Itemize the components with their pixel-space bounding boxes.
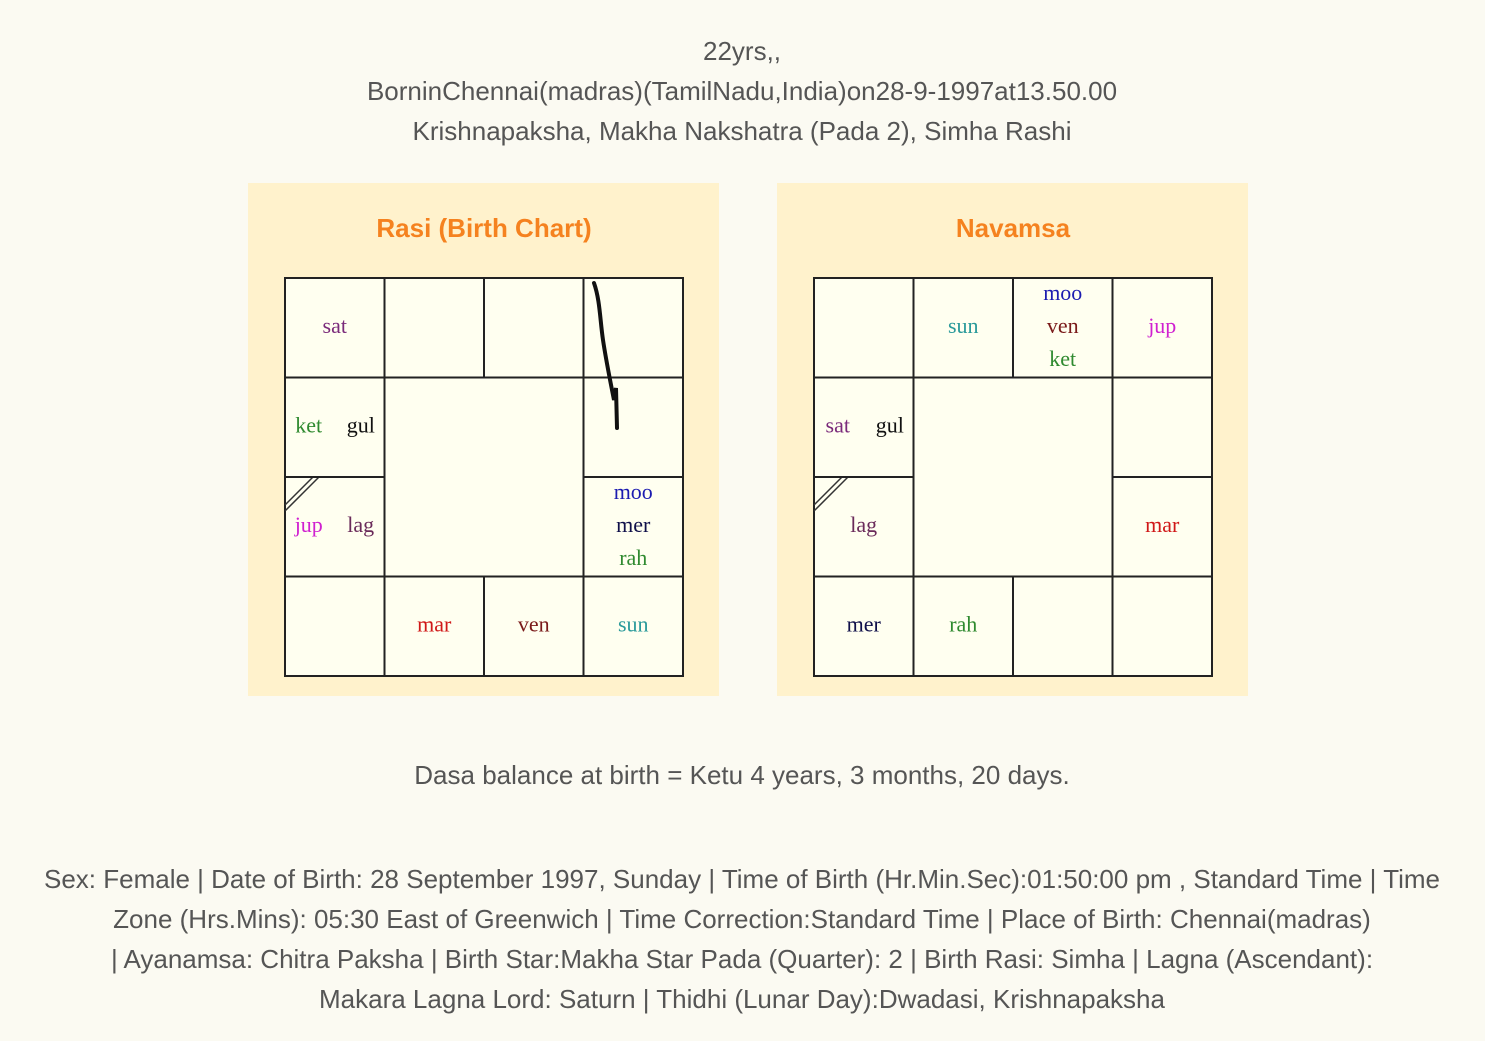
planet: sun [618,611,649,636]
dasa-balance: Dasa balance at birth = Ketu 4 years, 3 … [414,760,1069,790]
lagna-mark [813,476,843,506]
planet: lag [850,512,877,537]
planet: mar [417,611,452,636]
header-line: BorninChennai(madras)(TamilNadu,India)on… [367,76,1117,106]
planet: mar [1145,512,1180,537]
planet: sat [826,412,850,437]
house-cell [284,376,386,478]
header-line: Krishnapaksha, Makha Nakshatra (Pada 2),… [413,116,1072,146]
planet: ven [1047,313,1079,338]
chart-panel: Navamsa sun moo ven ket jup mar rah mer lag sat gul [777,183,1248,696]
planet: ket [295,412,322,437]
planet: gul [876,412,904,437]
charts: Rasi (Birth Chart) sat moo mer rah sun ven mar j… [248,183,1248,696]
planet: jup [294,512,323,537]
planet: lag [347,512,374,537]
planet: gul [347,412,375,437]
details-line: Sex: Female | Date of Birth: 28 Septembe… [44,864,1440,894]
lagna-mark [813,476,849,512]
chart-title: Navamsa [956,213,1071,243]
lagna-mark [284,476,314,506]
planet: sun [948,313,979,338]
planet: jup [1147,313,1176,338]
planet: mer [847,611,882,636]
lagna-mark [284,476,320,512]
planet: ket [1049,346,1076,371]
planet: rah [949,611,977,636]
planet: ven [518,611,550,636]
planet: rah [619,545,647,570]
scribble [592,281,619,430]
planet: moo [614,479,653,504]
planet: moo [1043,280,1082,305]
house-cell [813,376,915,478]
planet: mer [616,512,651,537]
details-line: | Ayanamsa: Chitra Paksha | Birth Star:M… [111,944,1373,974]
details-line: Zone (Hrs.Mins): 05:30 East of Greenwich… [113,904,1371,934]
chart-panel: Rasi (Birth Chart) sat moo mer rah sun ven mar j… [248,183,719,696]
chart-title: Rasi (Birth Chart) [376,213,591,243]
planet: sat [323,313,347,338]
header-line: 22yrs,, [703,36,781,66]
details-line: Makara Lagna Lord: Saturn | Thidhi (Luna… [319,984,1165,1014]
